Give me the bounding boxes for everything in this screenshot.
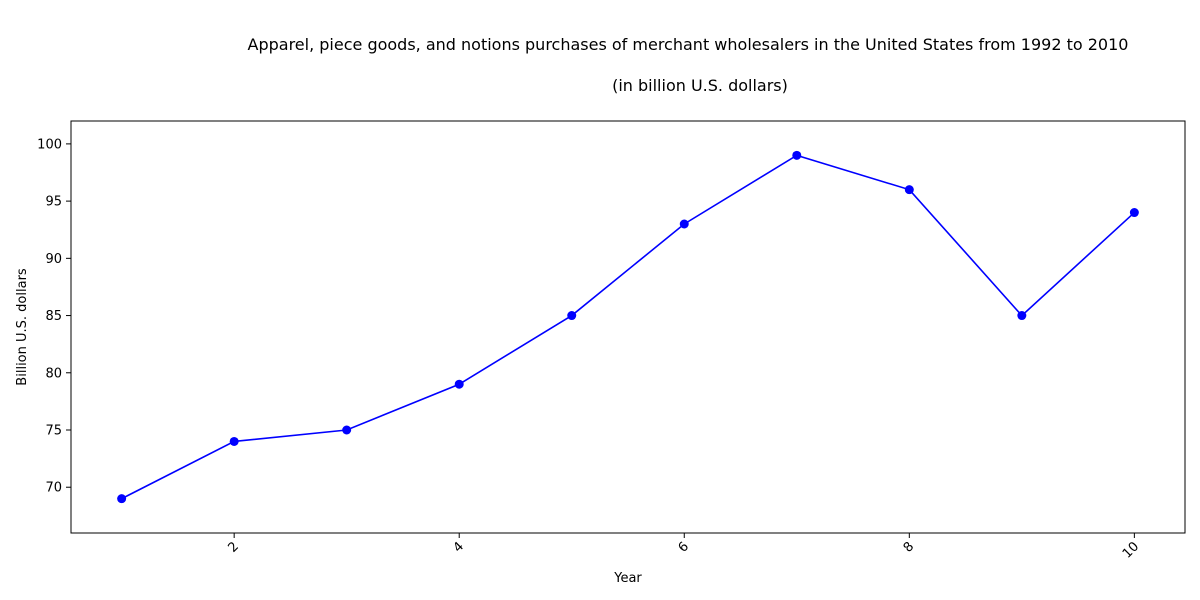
data-point (792, 150, 802, 160)
x-tick-label: 6 (676, 539, 692, 555)
data-point (1129, 208, 1139, 218)
y-tick-label: 90 (45, 252, 62, 267)
plot-area (70, 120, 1186, 534)
data-point (117, 494, 127, 504)
y-axis: 70 75 80 85 90 95 100 (37, 137, 71, 496)
x-tick-label: 2 (226, 539, 242, 555)
data-point (342, 425, 352, 435)
x-axis: 2 4 6 8 10 (226, 533, 1142, 562)
chart-subtitle: (in billion U.S. dollars) (612, 76, 788, 95)
x-tick-label: 8 (901, 539, 917, 555)
data-point (1017, 311, 1027, 321)
x-axis-label: Year (613, 571, 642, 586)
data-point (567, 311, 577, 321)
y-tick-label: 80 (45, 366, 62, 381)
y-axis-label: Billion U.S. dollars (15, 268, 30, 386)
data-point (454, 379, 464, 389)
x-tick-label: 10 (1120, 539, 1142, 561)
y-tick-label: 100 (37, 137, 62, 152)
data-point (904, 185, 914, 195)
data-point (679, 219, 689, 229)
y-tick-label: 70 (45, 481, 62, 496)
x-tick-label: 4 (451, 539, 467, 555)
y-tick-label: 75 (45, 424, 62, 439)
y-tick-label: 85 (45, 309, 62, 324)
y-tick-label: 95 (45, 195, 62, 210)
series-line (121, 154, 1135, 500)
series-layer (117, 150, 1139, 504)
data-point (229, 436, 239, 446)
chart-title: Apparel, piece goods, and notions purcha… (248, 35, 1129, 54)
